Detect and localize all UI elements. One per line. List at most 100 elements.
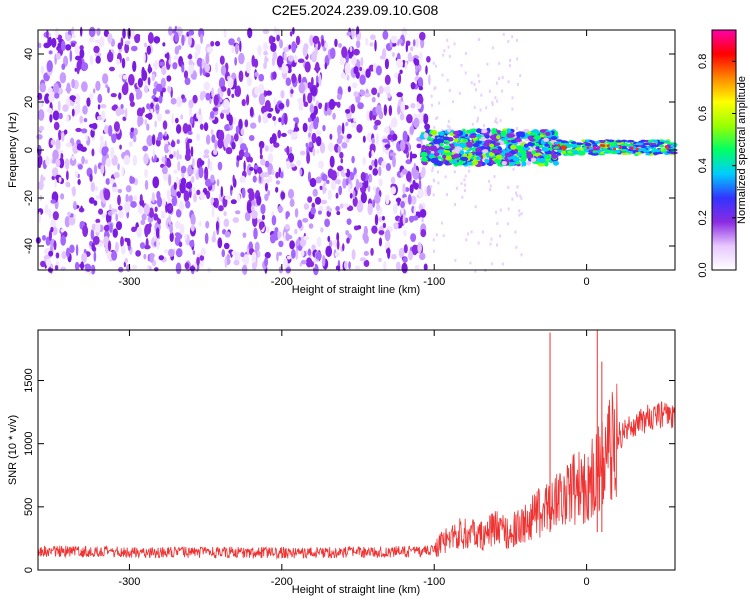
spectrogram-cell — [217, 161, 223, 171]
spectrogram-cell — [132, 60, 137, 72]
spectrogram-cell — [121, 57, 126, 69]
spectrogram-cell — [78, 263, 85, 268]
spectrogram-cell — [232, 217, 240, 223]
spectrogram-cell — [369, 110, 373, 121]
snr-x-label: Height of straight line (km) — [292, 584, 420, 596]
spectrogram-cell — [167, 85, 172, 93]
spectrogram-cell — [141, 106, 145, 114]
spectrogram-cell — [488, 179, 491, 183]
spectrogram-cell — [172, 62, 178, 70]
spectrogram-cell — [227, 77, 234, 89]
spectrogram-cell — [415, 65, 418, 73]
spectrogram-cell — [143, 42, 148, 48]
spectrogram-cell — [417, 76, 424, 87]
spectrogram-cell — [60, 228, 65, 233]
spectrogram-cell — [343, 134, 347, 143]
spectrogram-cell — [493, 175, 496, 179]
spectrogram-cell — [393, 222, 399, 230]
spectrogram-cell — [157, 218, 162, 225]
spectrogram-cell — [224, 231, 231, 238]
spectrogram-cell — [499, 234, 502, 238]
spectrogram-cell — [161, 198, 166, 207]
spectrogram-cell — [205, 72, 211, 78]
spectrogram-cell — [219, 55, 225, 65]
y-tick-label: -40 — [23, 238, 35, 254]
spectrogram-cell — [298, 82, 306, 94]
spectrogram-cell — [343, 203, 350, 208]
spectrogram-cell — [371, 159, 375, 167]
spectrogram-cell — [307, 196, 313, 203]
spectrogram-cell — [502, 32, 505, 36]
spectrogram-cell — [426, 184, 432, 197]
spectrogram-cell — [314, 196, 322, 205]
spectrogram-cell — [507, 80, 510, 84]
spectrogram-cell — [336, 93, 342, 101]
spectrogram-cell — [444, 155, 452, 161]
spectrogram-cell — [99, 135, 104, 142]
spectrogram-cell — [111, 250, 118, 261]
spectrogram-cell — [346, 218, 352, 226]
spectrogram-cell — [246, 76, 253, 87]
spectrogram-cell — [390, 117, 398, 128]
spectrogram-cell — [516, 194, 519, 198]
spectrogram-cell — [430, 129, 438, 136]
spectrogram-cell — [550, 136, 558, 141]
spectrogram-cell — [600, 151, 605, 154]
spectrogram-cell — [384, 144, 391, 149]
spectrogram-cell — [175, 220, 181, 230]
spectrogram-cell — [394, 72, 399, 79]
spectrogram-cell — [533, 135, 542, 140]
spectrogram-cell — [418, 86, 424, 91]
spectrogram-cell — [154, 206, 158, 213]
spectrogram-cell — [251, 251, 257, 263]
spectrogram-cell — [321, 173, 328, 182]
spectrogram-cell — [375, 133, 379, 146]
spectrogram-cell — [36, 134, 43, 140]
spectrogram-cell — [290, 89, 294, 95]
spectrogram-cell — [95, 80, 101, 91]
spectrogram-cell — [76, 102, 81, 115]
spectrogram-cell — [285, 77, 292, 86]
spectrogram-cell — [164, 131, 167, 137]
spectrogram-cell — [510, 139, 517, 144]
spectrogram-cell — [268, 144, 274, 153]
spectrogram-cell — [139, 193, 143, 203]
spectrogram-cell — [177, 160, 181, 172]
spectrogram-cell — [161, 166, 168, 175]
spectrogram-cell — [110, 92, 117, 98]
spectrogram-cell — [65, 44, 72, 51]
spectrogram-cell — [496, 222, 499, 226]
spectrogram-cell — [220, 185, 224, 198]
spectrogram-cell — [482, 149, 489, 154]
spectrogram-cell — [474, 269, 477, 273]
spectrogram-cell — [168, 174, 172, 186]
spectrogram-cell — [80, 205, 83, 212]
x-tick-label: -100 — [423, 276, 445, 288]
spectrogram-cell — [435, 233, 438, 237]
spectrogram-cell — [351, 82, 358, 89]
spectrogram-cell — [57, 149, 64, 154]
spectrogram-cell — [334, 251, 340, 257]
spectrogram-cell — [431, 169, 434, 173]
spectrogram-cell — [259, 172, 267, 178]
spectrogram-cell — [112, 104, 118, 110]
spectrogram-cell — [328, 142, 334, 152]
spectrogram-cell — [146, 123, 150, 131]
spectrogram-cell — [212, 149, 218, 156]
spectrogram-cell — [55, 138, 61, 151]
spectrogram-cell — [390, 35, 398, 44]
spectrogram-cell — [418, 179, 422, 191]
spectrogram-cell — [362, 156, 366, 165]
spectrogram-cell — [351, 249, 356, 261]
spectrogram-cell — [351, 55, 357, 66]
spectrogram-cell — [460, 63, 463, 67]
spectrogram-cell — [370, 247, 374, 256]
spectrogram-cell — [82, 225, 89, 238]
spectrogram-cell — [374, 119, 382, 126]
spectrogram-cell — [395, 261, 401, 271]
spectrogram-cell — [171, 113, 174, 125]
spectrogram-cell — [518, 213, 521, 217]
spectrogram-cell — [313, 118, 319, 130]
spectrogram-cell — [645, 152, 651, 156]
spectrogram-cell — [212, 230, 216, 242]
